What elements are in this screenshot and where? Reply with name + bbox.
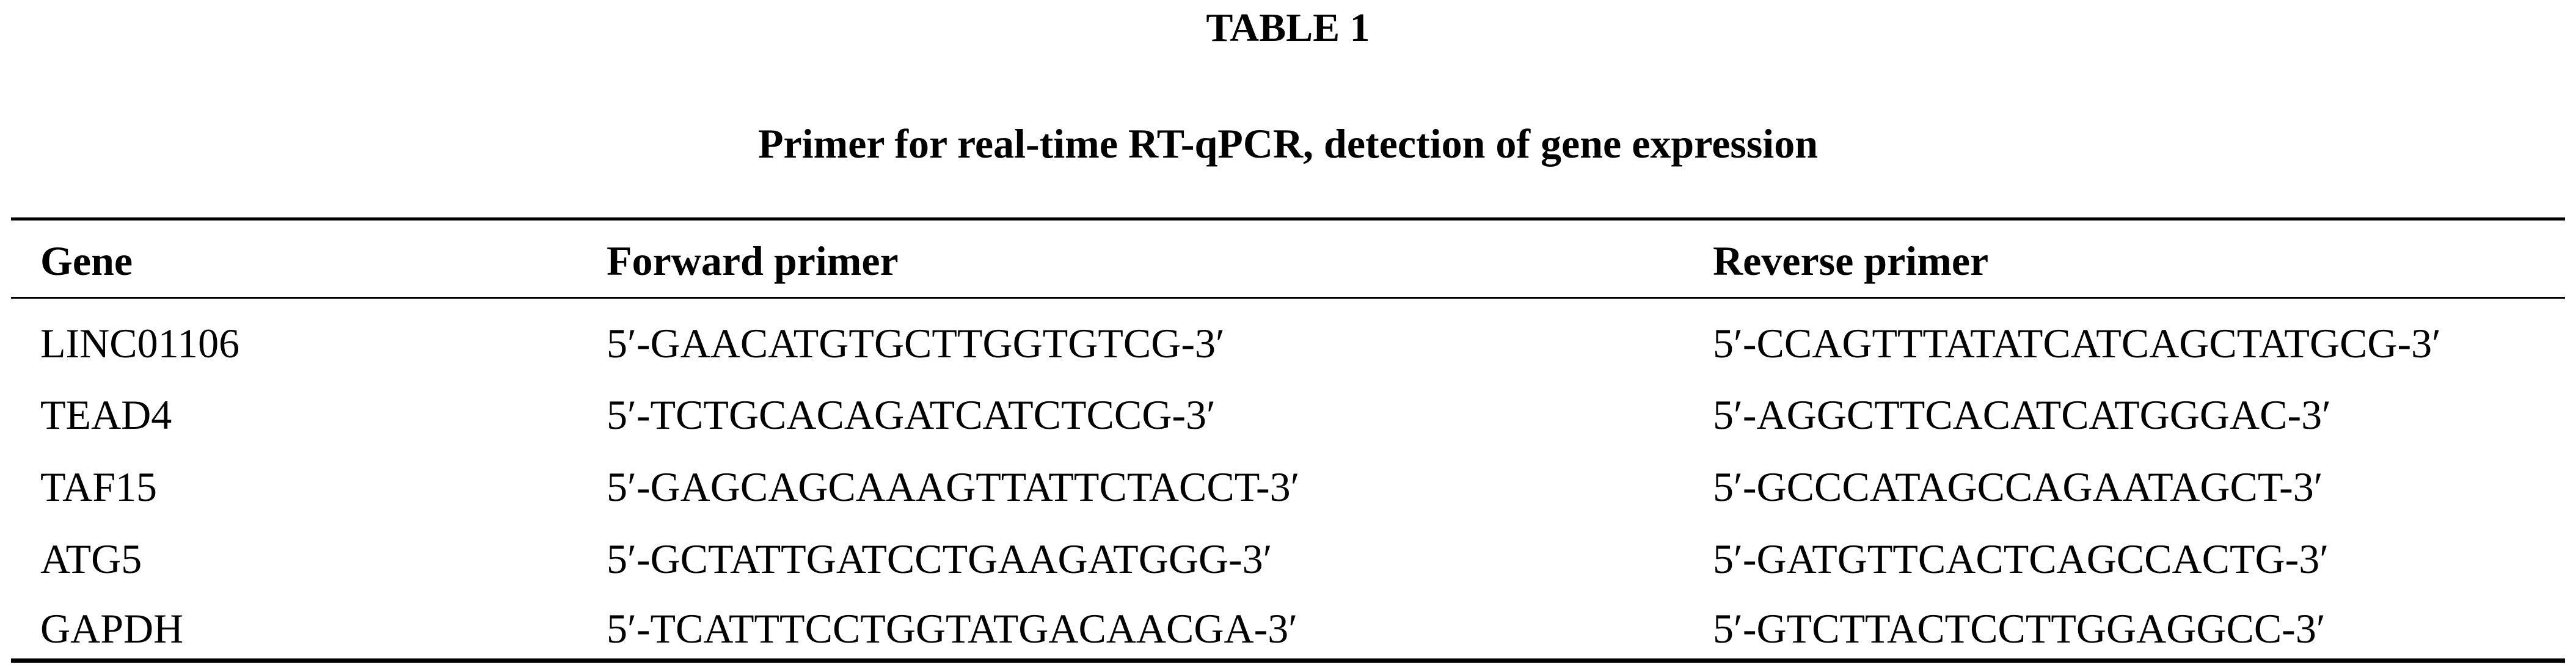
table-row: TAF15 5′-GAGCAGCAAAGTTATTCTACCT-3′ 5′-GC… xyxy=(0,459,2576,514)
table-row: ATG5 5′-GCTATTGATCCTGAAGATGGG-3′ 5′-GATG… xyxy=(0,531,2576,586)
forward-primer-cell: 5′-GAACATGTGCTTGGTGTCG-3′ xyxy=(607,320,1225,366)
table-header-row: Gene Forward primer Reverse primer xyxy=(0,233,2576,288)
table-label: TABLE 1 xyxy=(1206,5,1370,50)
reverse-primer-cell: 5′-GCCCATAGCCAGAATAGCT-3′ xyxy=(1713,464,2323,510)
forward-primer-cell: 5′-GAGCAGCAAAGTTATTCTACCT-3′ xyxy=(607,464,1300,510)
column-header-forward-primer: Forward primer xyxy=(607,238,899,284)
gene-cell: GAPDH xyxy=(40,605,184,652)
gene-cell: ATG5 xyxy=(40,536,142,582)
table-caption: Primer for real-time RT-qPCR, detection … xyxy=(757,120,1819,167)
table-row: TEAD4 5′-TCTGCACAGATCATCTCCG-3′ 5′-AGGCT… xyxy=(0,387,2576,442)
gene-cell: TEAD4 xyxy=(40,392,172,438)
reverse-primer-cell: 5′-GATGTTCACTCAGCCACTG-3′ xyxy=(1713,536,2329,582)
table-row: LINC01106 5′-GAACATGTGCTTGGTGTCG-3′ 5′-C… xyxy=(0,316,2576,371)
reverse-primer-cell: 5′-AGGCTTCACATCATGGGAC-3′ xyxy=(1713,392,2331,438)
gene-cell: TAF15 xyxy=(40,464,158,510)
column-header-reverse-primer: Reverse primer xyxy=(1713,238,1989,284)
forward-primer-cell: 5′-GCTATTGATCCTGAAGATGGG-3′ xyxy=(607,536,1272,582)
forward-primer-cell: 5′-TCTGCACAGATCATCTCCG-3′ xyxy=(607,392,1216,438)
header-rule xyxy=(11,297,2565,299)
reverse-primer-cell: 5′-CCAGTTTATATCATCAGCTATGCG-3′ xyxy=(1713,320,2442,366)
top-rule xyxy=(11,217,2565,221)
column-header-gene: Gene xyxy=(40,238,133,284)
table-row: GAPDH 5′-TCATTTCCTGGTATGACAACGA-3′ 5′-GT… xyxy=(0,601,2576,656)
gene-cell: LINC01106 xyxy=(40,320,240,366)
forward-primer-cell: 5′-TCATTTCCTGGTATGACAACGA-3′ xyxy=(607,605,1298,652)
reverse-primer-cell: 5′-GTCTTACTCCTTGGAGGCC-3′ xyxy=(1713,605,2326,652)
bottom-rule xyxy=(11,658,2565,663)
